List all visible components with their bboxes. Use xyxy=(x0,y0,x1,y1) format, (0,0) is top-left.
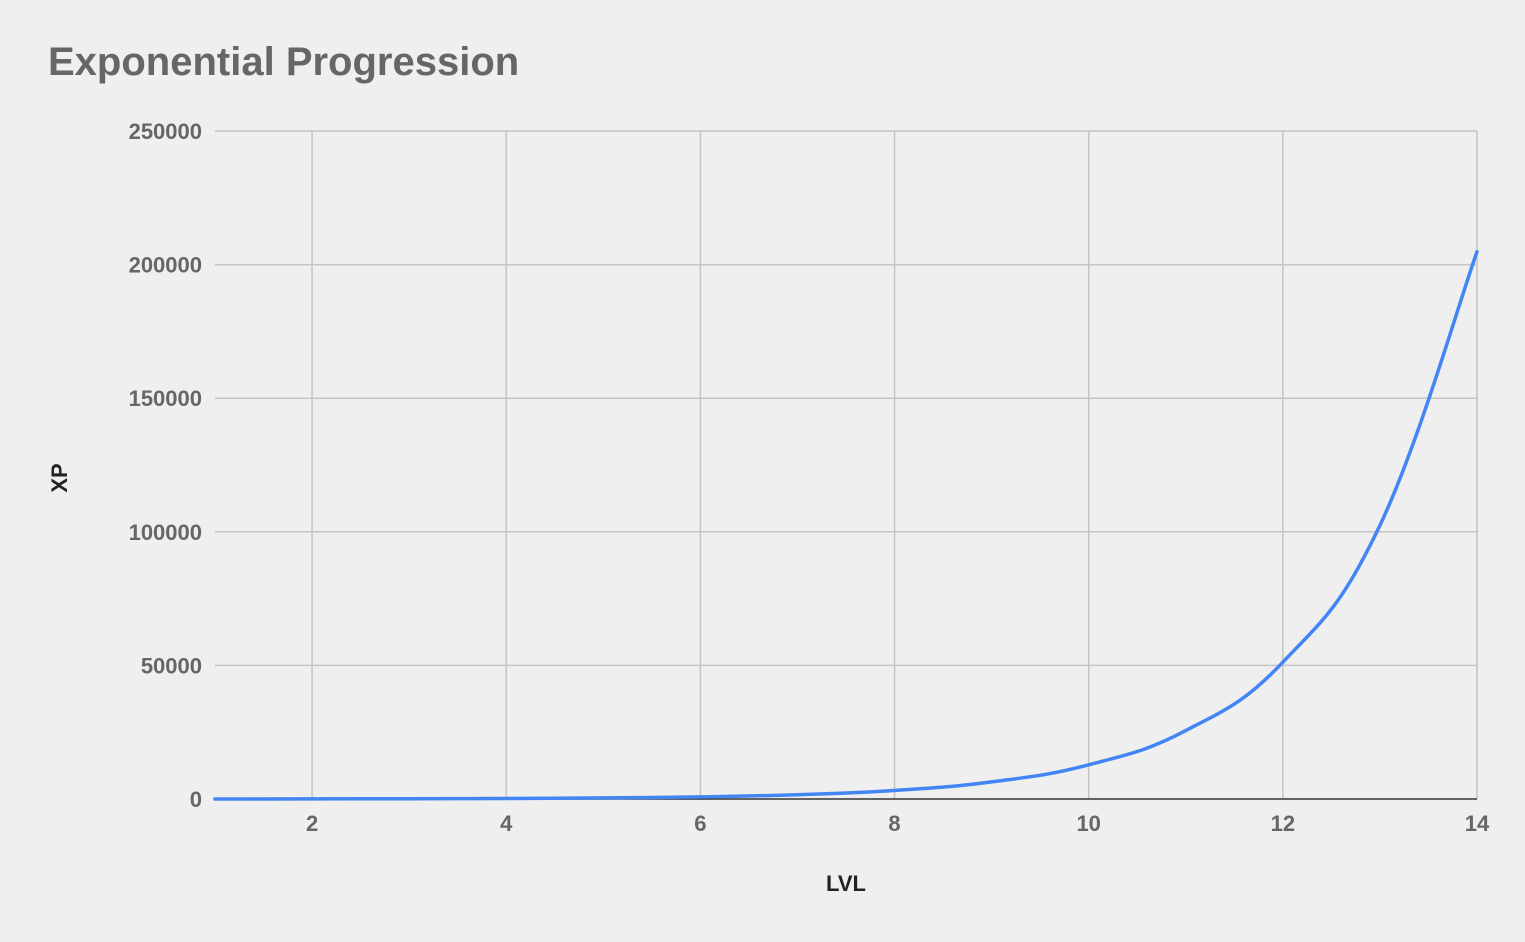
x-tick-label: 6 xyxy=(694,811,706,836)
grid-lines xyxy=(215,130,1478,799)
y-tick-label: 50000 xyxy=(141,653,202,678)
x-tick-label: 4 xyxy=(500,811,513,836)
chart-title: Exponential Progression xyxy=(48,40,520,84)
x-axis-title: LVL xyxy=(826,871,866,896)
x-tick-label: 12 xyxy=(1271,811,1295,836)
series-line xyxy=(213,250,1479,801)
y-tick-label: 100000 xyxy=(129,520,202,545)
y-tick-label: 150000 xyxy=(129,386,202,411)
y-tick-label: 250000 xyxy=(129,119,202,144)
series-layer xyxy=(213,250,1479,801)
x-tick-label: 8 xyxy=(888,811,900,836)
y-axis-title: XP xyxy=(47,463,72,492)
x-tick-label: 2 xyxy=(306,811,318,836)
y-tick-label: 200000 xyxy=(129,253,202,278)
y-tick-label: 0 xyxy=(190,787,202,812)
x-tick-label: 10 xyxy=(1076,811,1100,836)
tick-labels: 0 50000 100000 150000 200000 250000 2 4 6 8 10 12 14 xyxy=(129,119,1490,836)
x-tick-label: 14 xyxy=(1465,811,1490,836)
